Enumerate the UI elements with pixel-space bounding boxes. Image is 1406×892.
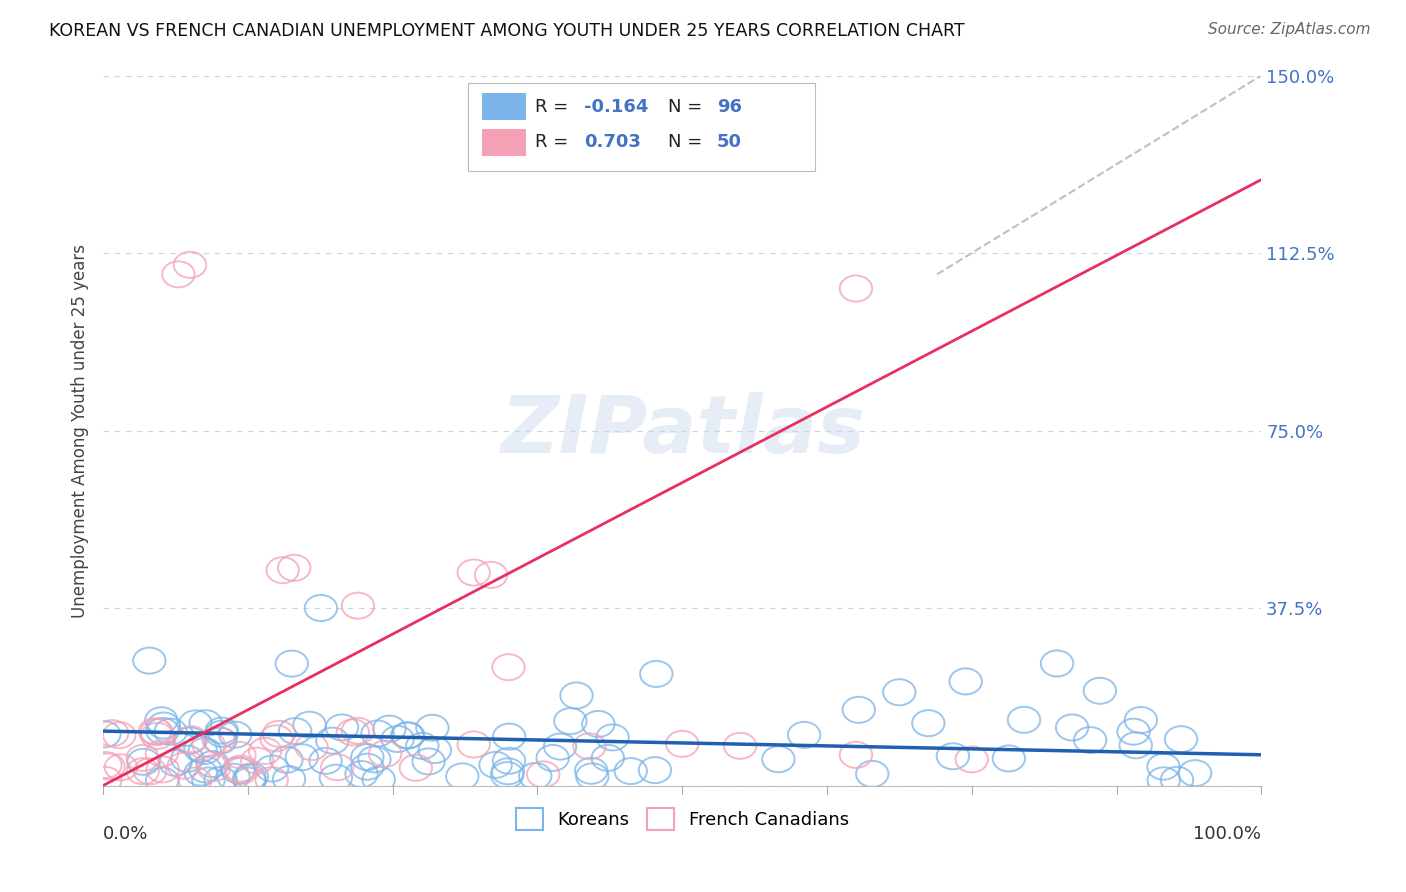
Text: R =: R = [536, 98, 574, 116]
Text: 96: 96 [717, 98, 742, 116]
Legend: Koreans, French Canadians: Koreans, French Canadians [509, 800, 856, 837]
Text: 0.0%: 0.0% [103, 824, 149, 843]
Text: ZIPatlas: ZIPatlas [499, 392, 865, 469]
Text: Source: ZipAtlas.com: Source: ZipAtlas.com [1208, 22, 1371, 37]
FancyBboxPatch shape [468, 83, 815, 171]
Bar [482, 128, 526, 156]
Text: R =: R = [536, 133, 574, 152]
Text: 0.703: 0.703 [583, 133, 641, 152]
Text: N =: N = [668, 133, 709, 152]
Text: KOREAN VS FRENCH CANADIAN UNEMPLOYMENT AMONG YOUTH UNDER 25 YEARS CORRELATION CH: KOREAN VS FRENCH CANADIAN UNEMPLOYMENT A… [49, 22, 965, 40]
Text: -0.164: -0.164 [583, 98, 648, 116]
Text: N =: N = [668, 98, 709, 116]
Text: 100.0%: 100.0% [1194, 824, 1261, 843]
Y-axis label: Unemployment Among Youth under 25 years: Unemployment Among Youth under 25 years [72, 244, 89, 617]
Bar [482, 94, 526, 120]
Text: 50: 50 [717, 133, 742, 152]
